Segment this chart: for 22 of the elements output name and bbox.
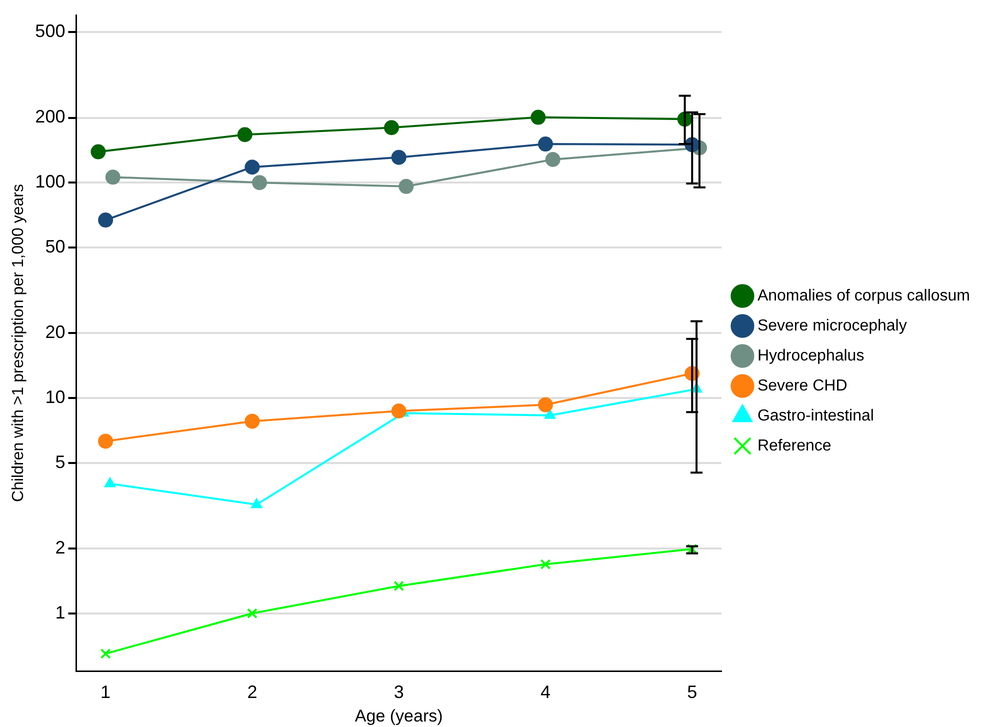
x-tick-label: 5 — [687, 682, 698, 702]
legend-label: Gastro-intestinal — [757, 407, 874, 424]
legend-label: Hydrocephalus — [757, 347, 864, 364]
legend-label: Severe microcephaly — [757, 317, 907, 334]
y-tick-label: 5 — [55, 452, 66, 472]
y-tick-label: 50 — [45, 236, 66, 256]
x-tick-label: 4 — [540, 682, 550, 702]
x-tick-label: 3 — [394, 682, 404, 702]
y-tick-label: 10 — [45, 386, 66, 407]
legend-label: Reference — [757, 437, 832, 454]
y-tick-label: 200 — [35, 106, 66, 127]
y-tick-label: 100 — [35, 172, 66, 192]
x-axis-title: Age (years) — [354, 706, 443, 726]
legend-label: Severe CHD — [757, 377, 848, 394]
y-tick-label: 2 — [55, 537, 66, 558]
y-tick-label: 20 — [45, 322, 66, 342]
y-tick-label: 500 — [35, 21, 66, 42]
y-axis-title: Children with >1 prescription per 1,000 years — [10, 184, 28, 502]
y-tick-label: 1 — [55, 602, 66, 622]
x-tick-label: 2 — [247, 682, 258, 702]
x-tick-label: 1 — [100, 682, 111, 702]
legend-label: Anomalies of corpus callosum — [757, 287, 970, 304]
